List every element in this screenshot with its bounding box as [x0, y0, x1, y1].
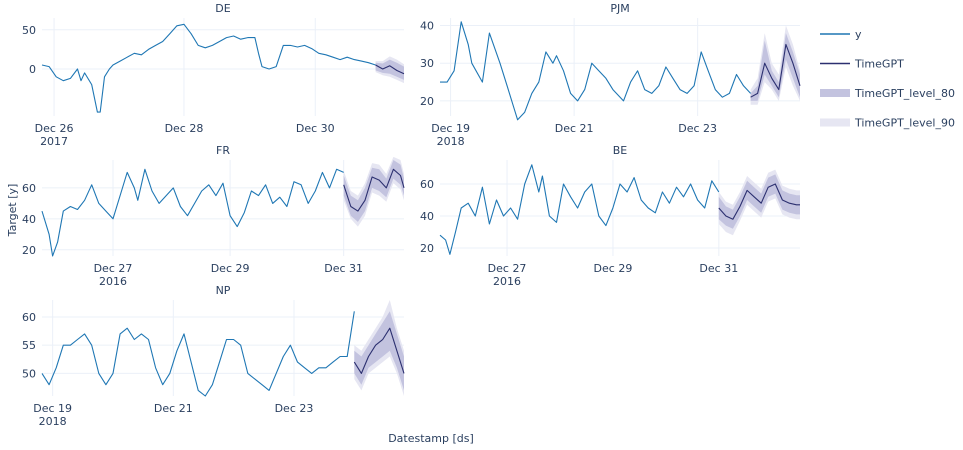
x-tick-label: Dec 23 [275, 402, 314, 415]
subplot-title: DE [215, 2, 230, 15]
y-tick-label: 20 [420, 242, 434, 255]
y-tick-label: 40 [420, 20, 434, 33]
legend-swatch [820, 89, 850, 97]
band-level-80 [375, 59, 404, 80]
x-tick-label: Dec 27 [94, 262, 133, 275]
y-tick-label: 20 [420, 95, 434, 108]
y-axis-title: Target [y] [6, 184, 19, 238]
series-timegpt-line [718, 183, 800, 220]
x-tick-label: Dec 23 [678, 122, 717, 135]
series-y-line [41, 311, 355, 397]
subplot-title: PJM [610, 2, 629, 15]
series-y-line [41, 168, 344, 257]
y-tick-label: 20 [22, 244, 36, 257]
y-tick-label: 60 [22, 182, 36, 195]
y-tick-label: 0 [29, 63, 36, 76]
subplot-title: FR [216, 144, 230, 157]
legend-label: TimeGPT_level_90 [854, 117, 955, 130]
series-timegpt-line [750, 43, 801, 98]
legend-item-timegpt-level-90[interactable]: TimeGPT_level_90 [820, 117, 955, 130]
series-y-line [440, 21, 752, 121]
x-tick-label: Dec 27 [488, 262, 527, 275]
legend-label: y [855, 28, 862, 41]
x-tick-label: Dec 26 [35, 122, 74, 135]
y-tick-label: 60 [420, 178, 434, 191]
y-tick-label: 50 [22, 367, 36, 380]
legend-swatch [820, 118, 850, 127]
series-timegpt-line [375, 64, 405, 75]
legend-item-timegpt[interactable]: TimeGPT [820, 58, 904, 71]
legend-item-timegpt-level-80[interactable]: TimeGPT_level_80 [820, 87, 955, 100]
x-tick-label: Dec 21 [555, 122, 594, 135]
x-tick-label: Dec 31 [699, 262, 738, 275]
band-level-80 [354, 311, 404, 391]
x-tick-label: Dec 28 [165, 122, 204, 135]
x-tick-label: Dec 19 [431, 122, 470, 135]
x-tick-label: Dec 31 [324, 262, 363, 275]
x-tick-label: Dec 30 [296, 122, 335, 135]
y-tick-label: 50 [22, 24, 36, 37]
x-tick-label: Dec 21 [154, 402, 193, 415]
series-timegpt-line [343, 168, 405, 212]
y-tick-label: 30 [420, 57, 434, 70]
band-level-80 [343, 160, 404, 222]
y-tick-label: 40 [22, 213, 36, 226]
legend-item-y[interactable]: y [820, 28, 862, 41]
legend: y TimeGPT TimeGPT_level_80 TimeGPT_level_90 [820, 28, 955, 130]
subplot-title: BE [613, 144, 628, 157]
y-tick-label: 60 [22, 311, 36, 324]
series-y-line [41, 23, 376, 113]
y-tick-label: 55 [22, 339, 36, 352]
y-tick-label: 40 [420, 210, 434, 223]
x-tick-year-label: 2016 [493, 275, 521, 288]
x-axis-title: Datestamp [ds] [388, 432, 474, 445]
legend-label: TimeGPT_level_80 [854, 87, 955, 100]
series-timegpt-line [353, 327, 405, 374]
legend-label: TimeGPT [854, 58, 904, 71]
x-tick-year-label: 2018 [39, 415, 67, 428]
x-tick-year-label: 2016 [99, 275, 127, 288]
series-y-line [439, 164, 720, 255]
subplot-title: NP [216, 284, 231, 297]
x-tick-label: Dec 19 [33, 402, 72, 415]
x-tick-year-label: 2017 [40, 135, 68, 148]
x-tick-year-label: 2018 [437, 135, 465, 148]
x-tick-label: Dec 29 [211, 262, 250, 275]
x-tick-label: Dec 29 [594, 262, 633, 275]
